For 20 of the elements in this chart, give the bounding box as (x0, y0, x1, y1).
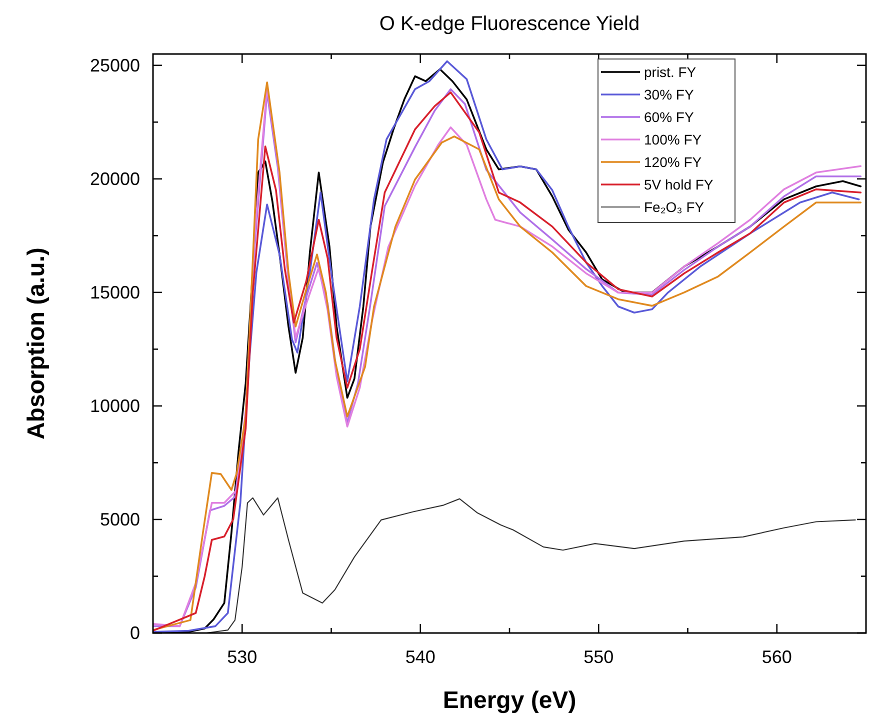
y-tick-label: 10000 (90, 396, 140, 416)
y-tick-label: 5000 (100, 509, 140, 530)
x-tick-label: 540 (405, 647, 436, 667)
y-tick-label: 0 (130, 623, 140, 643)
x-tick-label: 550 (584, 647, 614, 667)
x-tick-label: 530 (227, 647, 258, 667)
y-axis-title: Absorption (a.u.) (23, 248, 50, 440)
y-tick-label: 20000 (90, 168, 140, 189)
legend-label: 120% FY (644, 154, 702, 170)
legend-label: 30% FY (644, 86, 694, 102)
legend-label: prist. FY (644, 64, 697, 80)
x-tick-label: 560 (762, 647, 792, 667)
legend-label: 5V hold FY (644, 176, 714, 192)
x-axis-title: Energy (eV) (442, 687, 576, 714)
y-tick-label: 15000 (90, 282, 140, 302)
legend-label: Fe₂O₃ FY (644, 199, 705, 215)
chart-title: O K-edge Fluorescence Yield (379, 13, 640, 35)
legend-label: 100% FY (644, 132, 702, 148)
y-tick-label: 25000 (90, 55, 140, 76)
legend-label: 60% FY (644, 109, 694, 125)
